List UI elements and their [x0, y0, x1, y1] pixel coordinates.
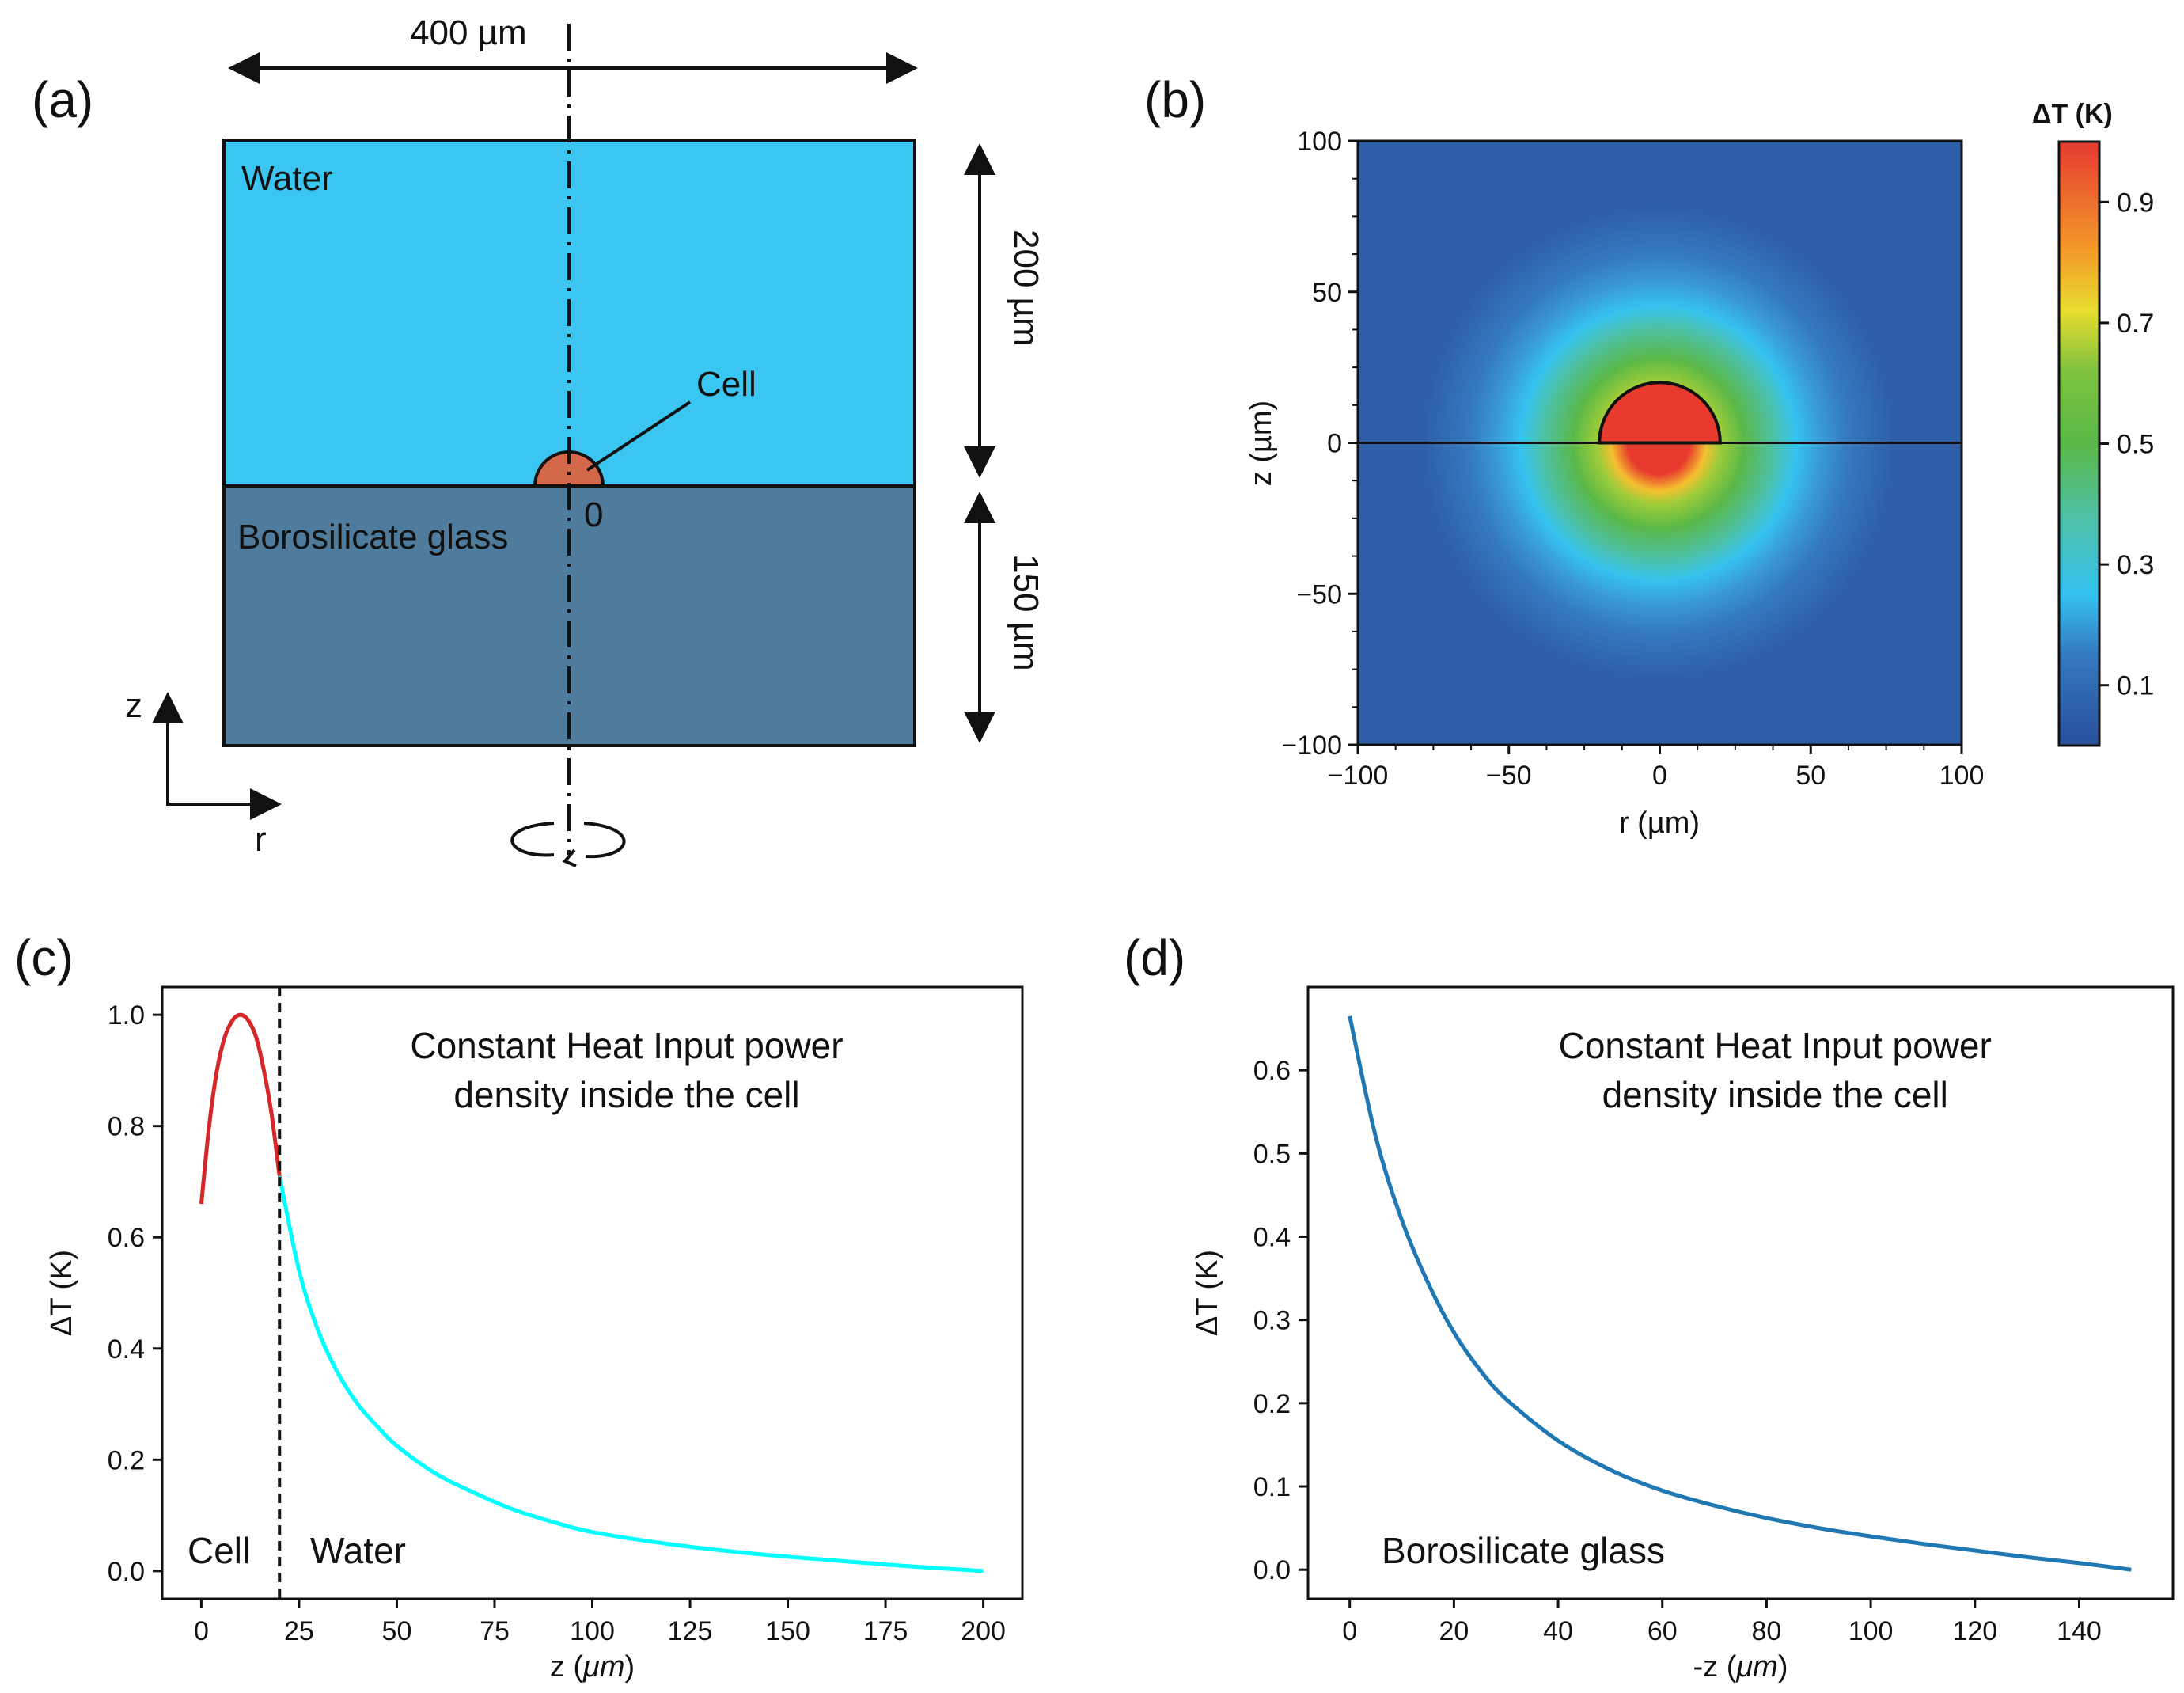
- z-axis-label: z: [125, 686, 142, 725]
- y-tick-label: 0.5: [1253, 1139, 1291, 1169]
- water-label: Water: [241, 159, 333, 198]
- x-tick-label: 60: [1647, 1616, 1678, 1646]
- x-axis-label: z (μm): [550, 1650, 635, 1684]
- x-tick-label: 100: [570, 1616, 615, 1646]
- heatmap-xlabel: r (µm): [1619, 807, 1700, 840]
- series-line-cell: [199, 1012, 282, 1205]
- x-tick-label: 100: [1848, 1616, 1894, 1646]
- x-tick-label: 75: [480, 1616, 510, 1646]
- y-tick-label: 0.2: [1253, 1389, 1291, 1419]
- y-tick-label: 0.1: [1253, 1472, 1291, 1502]
- y-tick-label: 0.0: [108, 1557, 145, 1587]
- colorbar-tick-label: 0.1: [2117, 671, 2154, 701]
- y-tick-label: 50: [1312, 278, 1342, 308]
- annotation-line-1: Constant Heat Input power: [1559, 1025, 1992, 1066]
- x-tick-label: 150: [765, 1616, 810, 1646]
- x-tick-label: 125: [668, 1616, 713, 1646]
- region-label-water: Water: [310, 1530, 406, 1571]
- colorbar-tick-label: 0.9: [2117, 188, 2154, 218]
- colorbar-tick-label: 0.3: [2117, 550, 2154, 580]
- y-tick-label: −100: [1281, 731, 1342, 761]
- y-tick-label: 0.4: [1253, 1223, 1291, 1253]
- y-tick-label: 100: [1297, 127, 1342, 157]
- annotation-line-2: density inside the cell: [1602, 1074, 1948, 1115]
- x-tick-label: 80: [1752, 1616, 1782, 1646]
- panel-c: (c) 0 25 50 75 100 125 150 175 200 0.0 0.2 0.4 0.6 0.…: [14, 929, 1024, 1684]
- heatmap-ylabel: z (µm): [1245, 400, 1278, 486]
- x-tick-label: 50: [382, 1616, 412, 1646]
- series-line-borosilicate-glass: [1348, 1015, 2132, 1572]
- x-tick-label: 40: [1543, 1616, 1573, 1646]
- y-axis-label: ΔT (K): [45, 1250, 78, 1336]
- y-tick-label: 0.3: [1253, 1306, 1291, 1336]
- y-tick-label: −50: [1296, 579, 1342, 609]
- rotation-arrow: [510, 822, 626, 859]
- y-tick-label: 0.8: [108, 1112, 145, 1142]
- x-tick-label: 120: [1952, 1616, 1997, 1646]
- region-label-glass: Borosilicate glass: [1382, 1530, 1665, 1571]
- y-tick-label: 0.6: [1253, 1056, 1291, 1086]
- region-label-cell: Cell: [188, 1530, 250, 1571]
- x-tick-label: 0: [194, 1616, 209, 1646]
- y-tick-label: 0.4: [108, 1334, 145, 1365]
- x-tick-label: 200: [961, 1616, 1006, 1646]
- panel-b-label: (b): [1144, 71, 1206, 128]
- y-axis-label: ΔT (K): [1191, 1250, 1224, 1336]
- cell-shape: [533, 450, 605, 488]
- cell-outline: [1598, 381, 1722, 445]
- r-axis-label: r: [255, 820, 267, 859]
- series-line-water: [277, 1175, 984, 1573]
- panel-a-label: (a): [32, 71, 93, 128]
- width-label: 400 µm: [410, 13, 527, 52]
- x-tick-label: 0: [1652, 761, 1667, 791]
- x-tick-label: 140: [2057, 1616, 2102, 1646]
- y-tick-label: 1.0: [108, 1000, 145, 1031]
- x-tick-label: 25: [284, 1616, 314, 1646]
- plot-frame: [1306, 985, 2175, 1600]
- panel-c-label: (c): [14, 929, 74, 986]
- annotation-line-1: Constant Heat Input power: [410, 1025, 843, 1066]
- colorbar-tick-label: 0.7: [2117, 309, 2154, 339]
- colorbar: [2057, 140, 2101, 747]
- x-tick-label: −100: [1328, 761, 1389, 791]
- x-tick-label: 0: [1342, 1616, 1357, 1646]
- y-tick-label: 0.0: [1253, 1555, 1291, 1585]
- y-tick-label: 0.6: [108, 1223, 145, 1253]
- colorbar-title: ΔT (K): [2032, 99, 2113, 129]
- glass-height-label: 150 µm: [1007, 554, 1045, 671]
- glass-label: Borosilicate glass: [237, 518, 508, 556]
- panel-b: (b) −100 −50 0 50 100 −100 −50 0 50 100 r (µm) z …: [1144, 71, 2154, 840]
- x-tick-label: 175: [863, 1616, 908, 1646]
- colorbar-tick-label: 0.5: [2117, 430, 2154, 460]
- rotation-arrow-head: [562, 848, 577, 867]
- y-tick-label: 0: [1327, 429, 1342, 459]
- panel-d-label: (d): [1124, 929, 1185, 986]
- x-tick-label: −50: [1486, 761, 1532, 791]
- x-tick-label: 20: [1439, 1616, 1469, 1646]
- y-tick-label: 0.2: [108, 1445, 145, 1475]
- panel-d: (d) 0 20 40 60 80 100 120 140 0.0 0.1 0.2 0.3 0.4 0.5…: [1124, 929, 2175, 1684]
- origin-label: 0: [584, 495, 603, 534]
- annotation-line-2: density inside the cell: [453, 1074, 799, 1115]
- cell-label: Cell: [696, 365, 756, 404]
- x-axis-label: -z (μm): [1693, 1650, 1788, 1684]
- panel-a: (a) 400 µm Water Borosilicate glass Cell…: [32, 13, 1045, 867]
- x-tick-label: 100: [1939, 761, 1985, 791]
- water-height-label: 200 µm: [1007, 230, 1045, 347]
- cell-pointer: [586, 400, 692, 472]
- x-tick-label: 50: [1795, 761, 1826, 791]
